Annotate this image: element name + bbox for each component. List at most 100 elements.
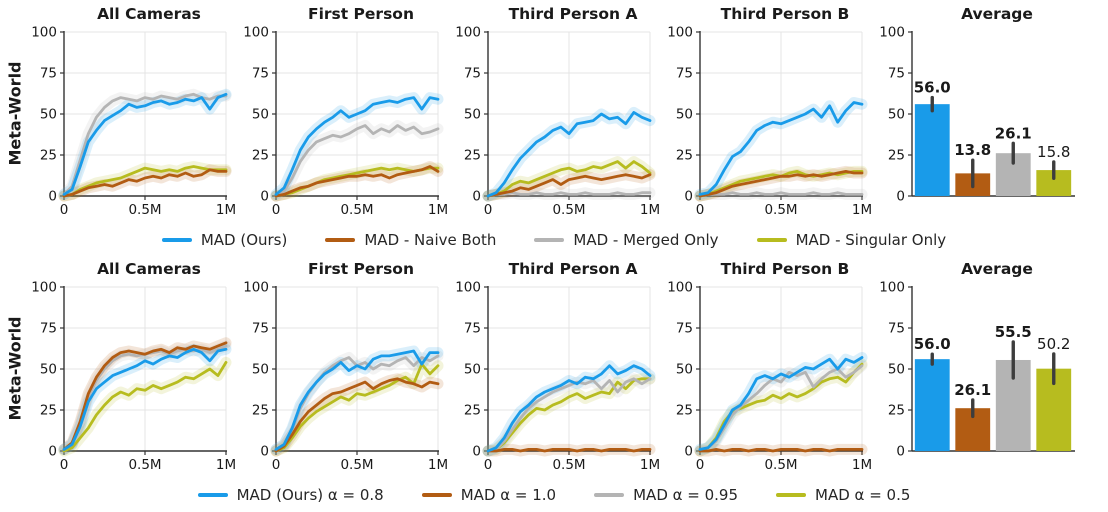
x-tick-label: 0: [60, 202, 69, 218]
series-line: [274, 124, 440, 198]
legend-line-icon: [421, 493, 452, 497]
bar: [914, 359, 950, 451]
y-tick-label: 100: [31, 280, 57, 296]
y-tick-label: 0: [48, 189, 57, 205]
y-tick-label: 50: [40, 362, 57, 378]
legend-line-icon: [594, 493, 625, 497]
y-tick-label: 75: [464, 66, 481, 82]
series-line: [486, 191, 652, 198]
series-line: [274, 165, 440, 198]
row-1: Meta-World All Cameras 0 25 50 75 100 0 0.5M 1M…: [0, 2, 1108, 257]
legend-item-singular-only: MAD - Singular Only: [756, 231, 947, 249]
x-tick-label: 0: [60, 457, 69, 473]
series-line: [62, 341, 228, 451]
series-line: [486, 173, 652, 198]
legend-line-icon: [161, 238, 192, 242]
legend-line-icon: [756, 238, 787, 242]
y-tick-label: 100: [455, 280, 481, 296]
line-chart-third-person-b: 0 25 50 75 100 0 0.5M 1M: [667, 280, 872, 474]
bar: [914, 104, 950, 196]
series-line: [274, 362, 440, 453]
bar-value-label: 13.8: [954, 141, 991, 159]
legend-item-mad-ours: MAD (Ours): [161, 231, 288, 249]
series-line: [274, 377, 440, 453]
y-tick-label: 0: [260, 189, 269, 205]
x-tick-label: 0: [696, 457, 705, 473]
y-tick-label: 50: [252, 362, 269, 378]
legend-item-mad-ours-alpha-08: MAD (Ours) α = 0.8: [197, 486, 384, 504]
row-1-ylabel-cell: Meta-World: [2, 2, 28, 224]
y-tick-label: 0: [260, 444, 269, 460]
y-tick-label: 25: [252, 148, 269, 164]
chart-row1-third-person-a: Third Person A 0 25 50 75 100 0 0.5M 1M: [452, 2, 664, 222]
y-tick-label: 100: [31, 25, 57, 41]
chart-title: First Person: [307, 260, 414, 278]
y-tick-label: 50: [464, 107, 481, 123]
y-tick-label: 75: [676, 66, 693, 82]
series-line: [698, 364, 864, 453]
row-1-charts: Meta-World All Cameras 0 25 50 75 100 0 0.5M 1M…: [0, 2, 1108, 224]
y-tick-label: 25: [464, 403, 481, 419]
series-line: [62, 92, 228, 196]
y-tick-label: 25: [464, 148, 481, 164]
legend-label: MAD α = 0.5: [815, 486, 911, 504]
y-tick-label: 100: [243, 280, 269, 296]
x-tick-label: 0: [696, 202, 705, 218]
y-tick-label: 75: [888, 66, 905, 82]
legend-label: MAD - Naive Both: [364, 231, 497, 249]
series-line: [698, 191, 864, 198]
chart-title: Average: [961, 5, 1033, 23]
line-chart-third-person-a: 0 25 50 75 100 0 0.5M 1M: [455, 25, 660, 219]
y-tick-label: 0: [48, 444, 57, 460]
legend-label: MAD - Singular Only: [795, 231, 947, 249]
bar-chart-average: 0 25 50 75 100 56.0 13.826.1 15.8: [879, 25, 1075, 205]
legend-row-1: MAD (Ours) MAD - Naive Both MAD - Merged…: [0, 224, 1108, 256]
chart-row1-third-person-b: Third Person B 0 25 50 75 100 0 0.5M 1M: [664, 2, 876, 222]
y-tick-label: 100: [455, 25, 481, 41]
chart-title: First Person: [307, 5, 414, 23]
y-tick-label: 25: [676, 403, 693, 419]
legend-item-merged-only: MAD - Merged Only: [534, 231, 719, 249]
y-tick-label: 25: [40, 403, 57, 419]
x-tick-label: 0.5M: [128, 457, 161, 473]
series-line: [62, 168, 228, 198]
y-tick-label: 100: [879, 280, 905, 296]
bar-value-label: 56.0: [914, 79, 951, 97]
y-tick-label: 100: [879, 25, 905, 41]
legend-item-mad-alpha-10: MAD α = 1.0: [421, 486, 556, 504]
series-line: [486, 377, 652, 453]
y-tick-label: 75: [464, 321, 481, 337]
series-line: [62, 361, 228, 453]
y-tick-label: 100: [667, 25, 693, 41]
y-tick-label: 0: [684, 189, 693, 205]
bar-value-label: 50.2: [1037, 335, 1070, 353]
bar-value-label: 56.0: [914, 335, 951, 353]
y-tick-label: 75: [676, 321, 693, 337]
x-tick-label: 0.5M: [764, 202, 797, 218]
y-tick-label: 75: [40, 321, 57, 337]
chart-row2-third-person-b: Third Person B 0 25 50 75 100 0 0.5M 1M: [664, 257, 876, 477]
y-tick-label: 25: [40, 148, 57, 164]
series-line: [62, 165, 228, 198]
x-tick-label: 1M: [640, 457, 660, 473]
x-tick-label: 0.5M: [340, 457, 373, 473]
legend-item-mad-alpha-095: MAD α = 0.95: [594, 486, 738, 504]
y-tick-label: 50: [676, 362, 693, 378]
x-tick-label: 0: [484, 202, 493, 218]
x-tick-label: 1M: [428, 202, 448, 218]
y-tick-label: 25: [888, 148, 905, 164]
y-tick-label: 25: [676, 148, 693, 164]
legend-line-icon: [534, 238, 565, 242]
line-chart-third-person-a: 0 25 50 75 100 0 0.5M 1M: [455, 280, 660, 474]
legend-row-2: MAD (Ours) α = 0.8 MAD α = 1.0 MAD α = 0…: [0, 479, 1108, 511]
series-line: [62, 92, 228, 196]
y-tick-label: 25: [252, 403, 269, 419]
y-tick-label: 0: [896, 189, 905, 205]
series-line: [698, 170, 864, 198]
chart-title: Third Person A: [508, 260, 638, 278]
series-line: [274, 96, 440, 196]
legend-label: MAD (Ours): [200, 231, 288, 249]
series-line: [486, 364, 652, 453]
x-tick-label: 1M: [852, 202, 872, 218]
